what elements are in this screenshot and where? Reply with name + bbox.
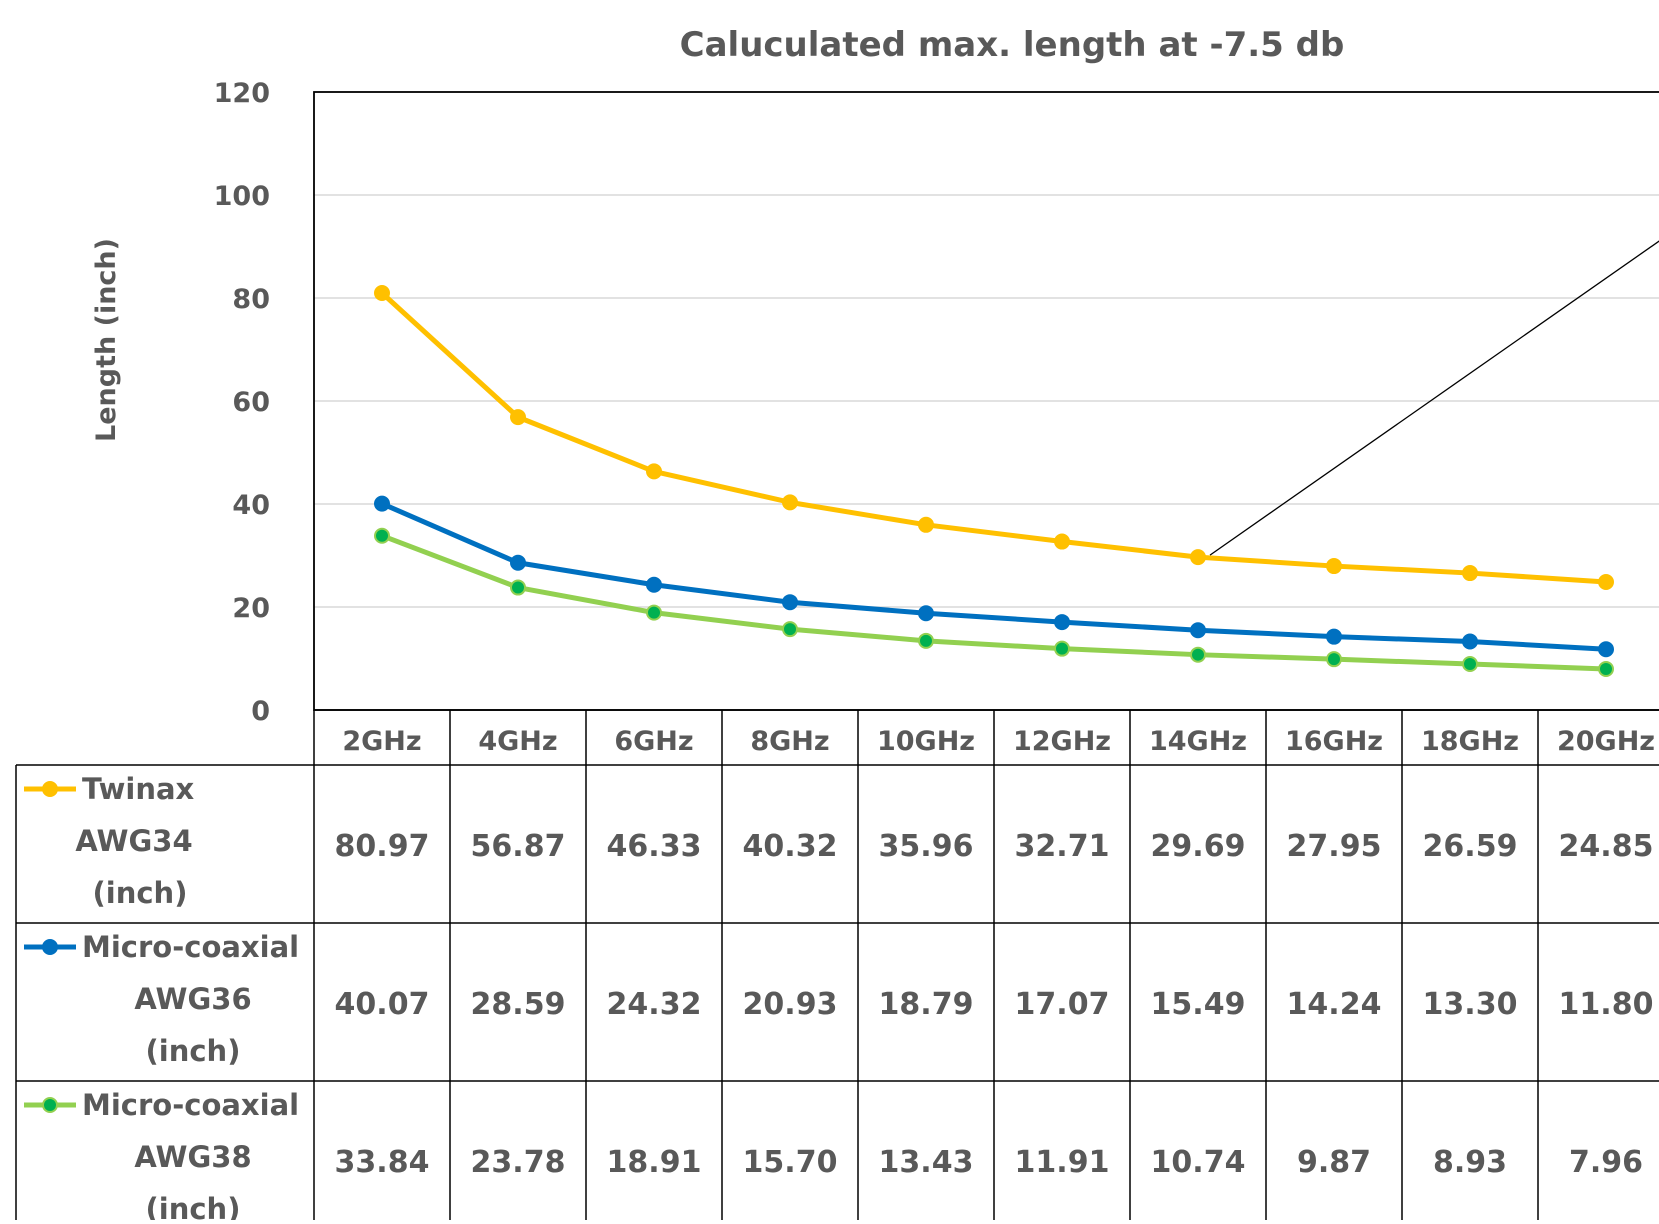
table-cell-value: 23.78	[471, 1145, 566, 1180]
y-tick-label: 100	[214, 181, 270, 212]
table-cell-value: 13.43	[879, 1145, 974, 1180]
table-cell-value: 11.91	[1015, 1145, 1110, 1180]
category-label: 8GHz	[750, 726, 829, 757]
data-point	[646, 576, 662, 593]
table-cell-value: 9.87	[1297, 1145, 1371, 1180]
table-cell-value: 26.59	[1423, 829, 1518, 864]
row-label-line: (inch)	[146, 1192, 241, 1220]
data-point	[918, 605, 934, 622]
row-label-line: (inch)	[93, 876, 188, 910]
series-line-2	[379, 533, 1609, 672]
row-label-line: AWG36	[134, 982, 251, 1016]
table-cell-value: 8.93	[1433, 1145, 1507, 1180]
data-point	[1190, 622, 1206, 639]
data-point	[782, 494, 798, 511]
row-label-line: (inch)	[146, 1034, 241, 1068]
table-cell-value: 40.07	[335, 987, 430, 1022]
data-point	[510, 409, 526, 426]
table-cell-value: 15.49	[1151, 987, 1246, 1022]
category-label: 2GHz	[342, 726, 421, 757]
row-label-line: Twinax	[82, 772, 195, 806]
table-cell-value: 29.69	[1151, 829, 1246, 864]
table-cell-value: 11.80	[1559, 987, 1654, 1022]
table-cell-value: 15.70	[743, 1145, 838, 1180]
series-line-1	[379, 501, 1609, 652]
series-line-0	[379, 290, 1609, 585]
table-cell-value: 24.32	[607, 987, 702, 1022]
data-point	[782, 594, 798, 611]
data-point	[918, 632, 934, 649]
data-point	[374, 495, 390, 512]
data-point	[1190, 646, 1206, 663]
y-tick-label: 80	[232, 284, 270, 315]
table-cell-value: 18.91	[607, 1145, 702, 1180]
row-label-line: Micro-coaxial	[82, 1088, 299, 1122]
category-label: 10GHz	[877, 726, 975, 757]
data-point	[1326, 558, 1342, 575]
row-label-line: AWG34	[75, 824, 192, 858]
table-cell-value: 13.30	[1423, 987, 1518, 1022]
data-point	[1326, 651, 1342, 668]
annotation-leader-line	[1209, 240, 1659, 556]
y-tick-label: 0	[251, 696, 270, 727]
data-point	[1326, 628, 1342, 645]
data-point	[1598, 661, 1614, 678]
data-point	[1598, 641, 1614, 658]
data-point	[510, 554, 526, 571]
table-cell-value: 33.84	[335, 1145, 430, 1180]
row-label-line: AWG38	[134, 1140, 251, 1174]
table-cell-value: 28.59	[471, 987, 566, 1022]
table-cell-value: 40.32	[743, 829, 838, 864]
table-cell-value: 10.74	[1151, 1145, 1246, 1180]
data-point	[1462, 565, 1478, 582]
legend-key-marker	[42, 1097, 58, 1113]
table-cell-value: 56.87	[471, 829, 566, 864]
y-axis-label: Length (inch)	[91, 238, 122, 442]
data-point	[1054, 640, 1070, 657]
category-label: 4GHz	[478, 726, 557, 757]
table-cell-value: 20.93	[743, 987, 838, 1022]
table-cell-value: 17.07	[1015, 987, 1110, 1022]
category-label: 16GHz	[1285, 726, 1383, 757]
data-point	[646, 463, 662, 480]
table-cell-value: 80.97	[335, 829, 430, 864]
data-table: 2GHz 4GHz 6GHz 8GHz 10GHz 12GHz 14GHz 16GHz 18GH…	[15, 709, 1659, 1224]
data-point	[646, 604, 662, 621]
table-cell-value: 32.71	[1015, 829, 1110, 864]
data-point	[1054, 614, 1070, 631]
data-point	[782, 621, 798, 638]
category-label: 6GHz	[614, 726, 693, 757]
table-cell-value: 35.96	[879, 829, 974, 864]
table-cell-value: 7.96	[1569, 1145, 1643, 1180]
data-point	[510, 579, 526, 596]
table-cell-value: 18.79	[879, 987, 974, 1022]
y-tick-label: 60	[232, 387, 270, 418]
data-point	[1462, 656, 1478, 673]
y-tick-label: 40	[232, 490, 270, 521]
legend-key-marker	[42, 781, 58, 797]
chart-title: Caluculated max. length at -7.5 db	[680, 25, 1345, 65]
y-tick-label: 20	[232, 593, 270, 624]
plot-area: 0 20 40 60 80 100 120	[214, 78, 1659, 727]
data-point	[374, 285, 390, 302]
category-label: 14GHz	[1149, 726, 1247, 757]
category-label: 12GHz	[1013, 726, 1111, 757]
table-cell-value: 14.24	[1287, 987, 1382, 1022]
y-tick-label: 120	[214, 78, 270, 109]
data-point	[1462, 633, 1478, 650]
row-label-line: Micro-coaxial	[82, 930, 299, 964]
table-cell-value: 46.33	[607, 829, 702, 864]
table-cell-value: 27.95	[1287, 829, 1382, 864]
table-cell-value: 24.85	[1559, 829, 1654, 864]
data-point	[918, 516, 934, 533]
data-point	[374, 527, 390, 544]
category-label: 18GHz	[1421, 726, 1519, 757]
data-point	[1054, 533, 1070, 550]
data-point	[1190, 549, 1206, 566]
legend-key-marker	[42, 939, 58, 955]
category-label: 20GHz	[1557, 726, 1655, 757]
data-point	[1598, 574, 1614, 591]
